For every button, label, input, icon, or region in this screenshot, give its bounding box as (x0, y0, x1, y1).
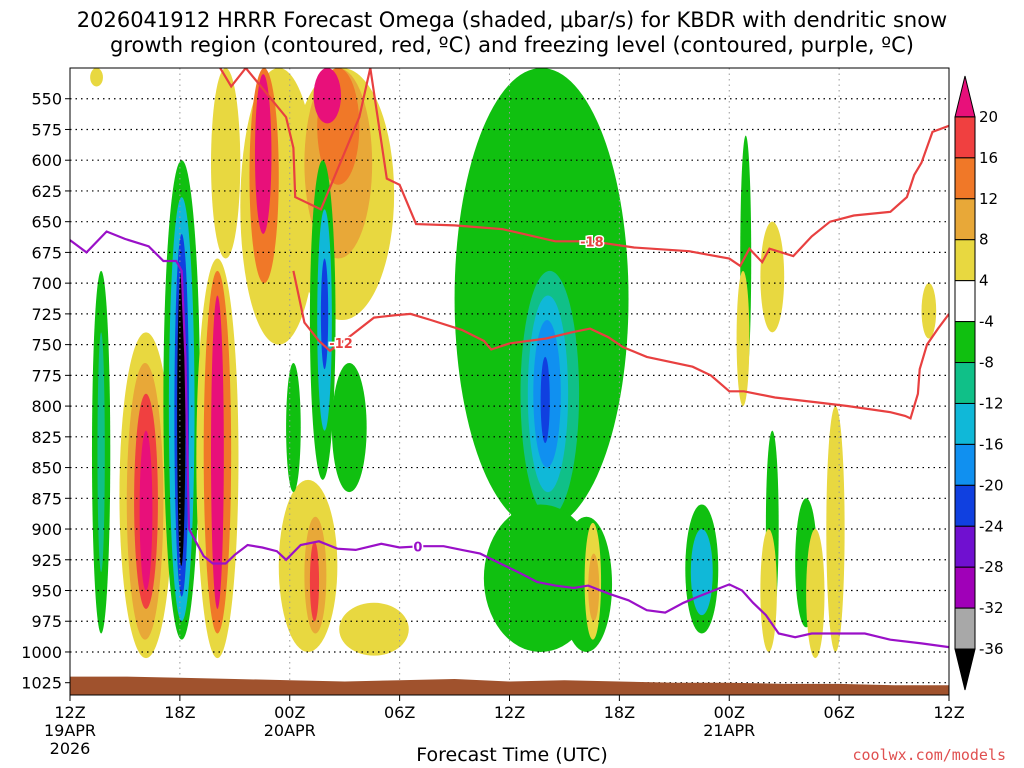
y-tick-label: 600 (31, 151, 62, 170)
colorbar-swatch (954, 607, 976, 650)
y-tick-label: 650 (31, 213, 62, 232)
x-axis-label: Forecast Time (UTC) (416, 744, 608, 766)
colorbar-label: 8 (979, 231, 989, 249)
colorbar-label: -4 (979, 313, 994, 331)
x-tick-label: 18Z (164, 703, 195, 722)
y-tick-label: 725 (31, 305, 62, 324)
y-tick-label: 900 (31, 520, 62, 539)
colorbar-swatch (954, 239, 976, 282)
colorbar-swatch (954, 566, 976, 609)
y-tick-label: 825 (31, 428, 62, 447)
x-tick-date-label: 20APR (264, 721, 316, 740)
colorbar-swatch (954, 280, 976, 323)
y-tick-label: 875 (31, 489, 62, 508)
omega-cell (339, 602, 409, 656)
omega-cell (320, 258, 329, 370)
colorbar-swatch (954, 198, 976, 241)
colorbar-label: 12 (979, 190, 998, 208)
omega-cell (540, 356, 550, 443)
freezing-level-label: 0 (413, 540, 422, 555)
terrain-layer (70, 676, 949, 695)
y-tick-label: 700 (31, 274, 62, 293)
site-credit: coolwx.com/models (852, 746, 1006, 764)
colorbar-label: -12 (979, 394, 1004, 412)
omega-cell (90, 68, 103, 87)
colorbar-swatch (954, 525, 976, 568)
omega-cell (331, 363, 367, 493)
y-tick-label: 950 (31, 582, 62, 601)
y-tick-label: 925 (31, 551, 62, 570)
omega-cell (177, 270, 186, 566)
colorbar-label: -16 (979, 435, 1004, 453)
y-tick-label: 550 (31, 90, 62, 109)
pressure-axis: 550 575 600 625 650 675 700 725 750 775 800 825 850 8… (21, 90, 70, 693)
x-tick-label: 00Z (274, 703, 305, 722)
omega-cell (313, 68, 342, 124)
colorbar-label: -24 (979, 517, 1004, 535)
y-tick-label: 575 (31, 120, 62, 139)
omega-cell (211, 68, 241, 259)
omega-cell (254, 74, 272, 234)
omega-cell (286, 363, 301, 493)
omega-cell (97, 332, 105, 573)
x-tick-label: 12Z (494, 703, 525, 722)
y-tick-label: 775 (31, 366, 62, 385)
isotherm-label: -18 (580, 235, 604, 250)
omega-cell (211, 295, 224, 609)
omega-cell (921, 283, 937, 339)
chart-title-line-2: growth region (contoured, red, ºC) and f… (110, 33, 914, 57)
omega-cell (690, 529, 713, 616)
colorbar-label: -28 (979, 558, 1004, 576)
colorbar-label: -36 (979, 640, 1004, 658)
colorbar-label: 20 (979, 108, 998, 126)
colorbar-swatch (954, 484, 976, 527)
x-tick-label: 06Z (384, 703, 415, 722)
freezing-level-line (70, 230, 949, 649)
omega-colorbar: 20 16 12 8 4 -4 -8 -12 -16 -20 -24 -28 -32 -36 (954, 75, 1004, 691)
omega-cell (806, 529, 825, 659)
y-tick-label: 750 (31, 336, 62, 355)
colorbar-label: -20 (979, 476, 1004, 494)
omega-cell (309, 541, 320, 622)
y-tick-label: 1025 (21, 674, 62, 693)
x-tick-year-label: 2026 (50, 739, 91, 758)
omega-cell (736, 270, 750, 407)
terrain-ground (70, 676, 949, 695)
isotherm-red-line (219, 68, 949, 268)
y-tick-label: 800 (31, 397, 62, 416)
colorbar-bottom-arrow (954, 648, 976, 691)
isotherm-red-line (292, 270, 949, 420)
x-tick-label: 12Z (933, 703, 964, 722)
colorbar-swatch (954, 321, 976, 364)
x-tick-date-label: 19APR (44, 721, 96, 740)
y-tick-label: 625 (31, 182, 62, 201)
omega-cell (760, 221, 785, 333)
contour-layer: -18 -12 0 (70, 68, 949, 649)
y-tick-label: 975 (31, 612, 62, 631)
colorbar-label: 16 (979, 149, 998, 167)
omega-cell (139, 430, 153, 591)
x-tick-label: 12Z (54, 703, 85, 722)
colorbar-label: -8 (979, 354, 994, 372)
colorbar-swatch (954, 443, 976, 486)
y-tick-label: 1000 (21, 643, 62, 662)
colorbar-swatch (954, 116, 976, 159)
x-tick-date-label: 21APR (703, 721, 755, 740)
colorbar-label: -32 (979, 599, 1004, 617)
x-tick-label: 06Z (823, 703, 854, 722)
colorbar-swatch (954, 157, 976, 200)
colorbar-label: 4 (979, 272, 989, 290)
y-tick-label: 850 (31, 459, 62, 478)
x-tick-label: 00Z (714, 703, 745, 722)
y-tick-label: 675 (31, 243, 62, 262)
colorbar-top-arrow (954, 75, 976, 118)
chart-title-line-1: 2026041912 HRRR Forecast Omega (shaded, … (76, 8, 948, 32)
omega-shading-layer (90, 68, 937, 659)
colorbar-swatch (954, 402, 976, 445)
x-tick-label: 18Z (604, 703, 635, 722)
colorbar-swatch (954, 362, 976, 404)
isotherm-label: -12 (329, 337, 353, 352)
